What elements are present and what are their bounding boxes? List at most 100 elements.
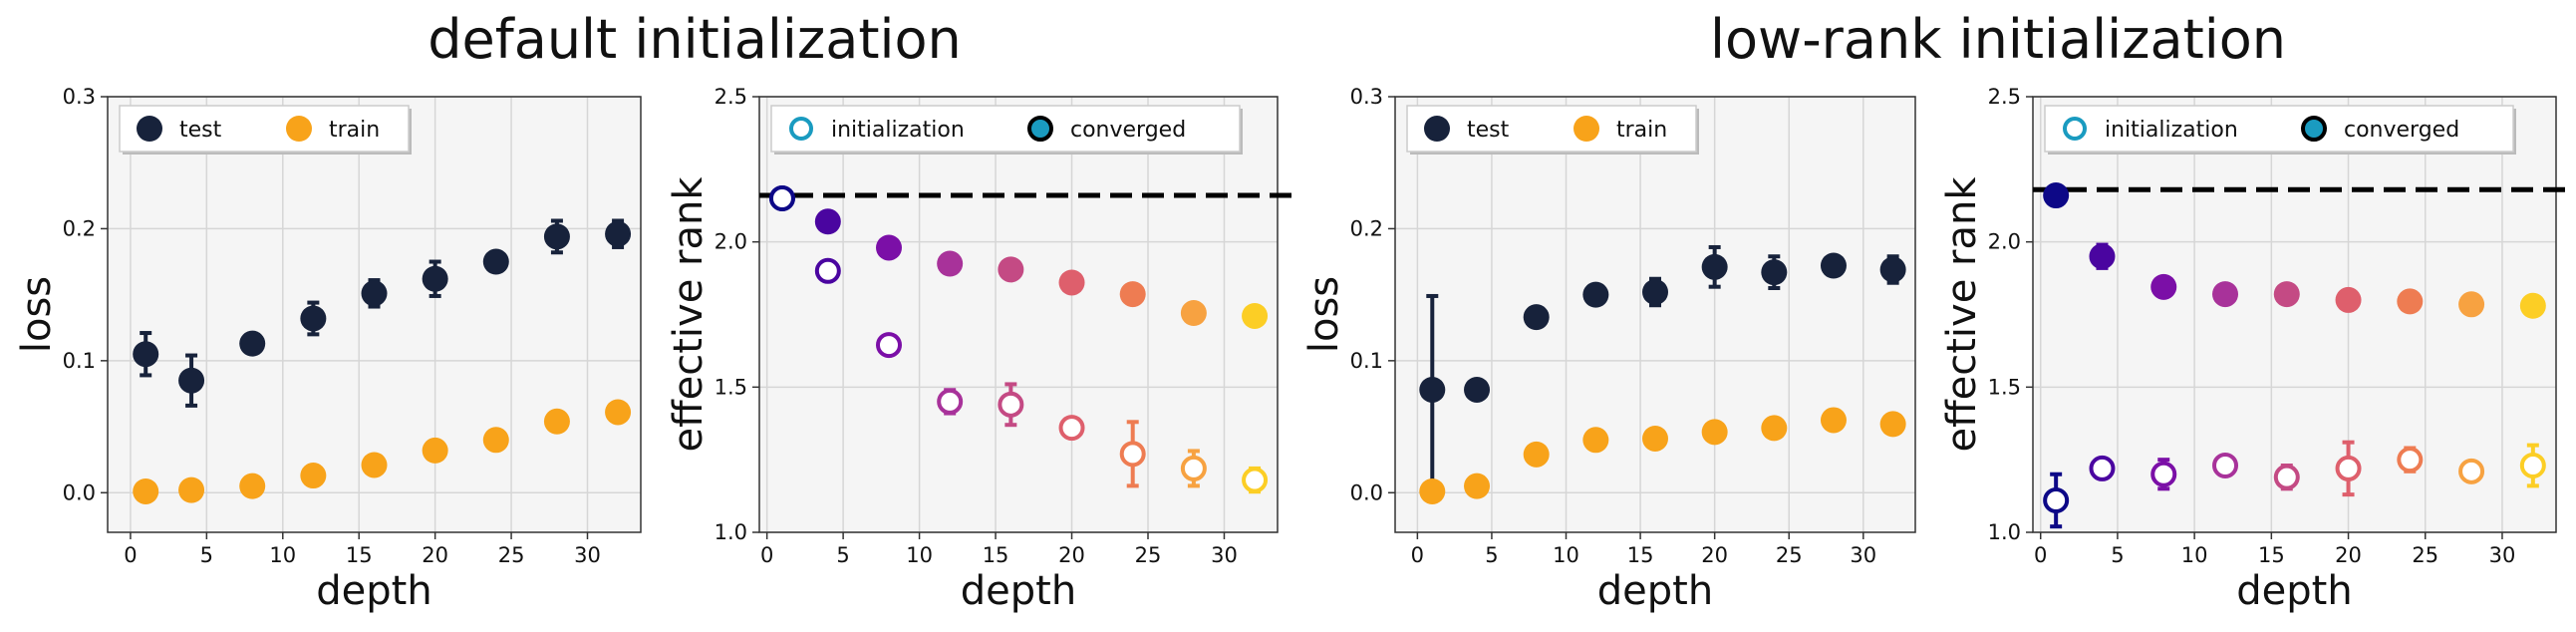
- initialization-point: [2212, 452, 2239, 478]
- legend-marker-initialization: [789, 117, 813, 141]
- test-point: [1464, 376, 1491, 403]
- legend-marker-train: [286, 116, 312, 142]
- y-axis-label: effective rank: [1939, 176, 1985, 453]
- y-tick-label: 0.2: [1350, 216, 1383, 240]
- converged-point: [937, 250, 964, 277]
- legend-box: [1406, 105, 1697, 153]
- initialization-point: [768, 184, 795, 211]
- converged-point: [2397, 288, 2424, 315]
- plot-area: [1395, 97, 1915, 532]
- x-tick-label: 25: [2412, 543, 2438, 567]
- x-tick-label: 30: [2489, 543, 2516, 567]
- initialization-point: [2150, 461, 2177, 487]
- x-tick-label: 5: [836, 543, 849, 567]
- x-tick-label: 5: [2111, 543, 2124, 567]
- test-point: [1582, 281, 1609, 308]
- x-axis-label: depth: [961, 568, 1076, 614]
- initialization-point: [2458, 458, 2485, 484]
- x-tick-label: 30: [1211, 543, 1238, 567]
- train-point: [422, 437, 448, 464]
- x-tick-label: 20: [1058, 543, 1085, 567]
- x-tick-label: 10: [1553, 543, 1579, 567]
- y-tick-label: 1.0: [1988, 520, 2021, 544]
- converged-point: [1180, 300, 1207, 327]
- initialization-point: [1058, 415, 1085, 442]
- y-tick-label: 1.0: [715, 520, 747, 544]
- x-tick-label: 0: [1411, 543, 1424, 567]
- y-tick-label: 1.5: [715, 375, 747, 399]
- converged-point: [876, 234, 902, 261]
- legend-marker-test: [137, 116, 162, 142]
- legend-marker-train: [1574, 116, 1599, 142]
- x-tick-label: 25: [1776, 543, 1803, 567]
- axes-frame: [758, 96, 1279, 533]
- y-tick-label: 0.1: [63, 349, 96, 373]
- x-axis-label: depth: [2236, 568, 2352, 614]
- converged-point: [2043, 182, 2070, 209]
- initialization-point: [2089, 455, 2116, 481]
- legend-marker-test: [1424, 116, 1450, 142]
- x-tick-label: 20: [422, 543, 448, 567]
- legend-label: initialization: [2105, 118, 2238, 143]
- legend-marker-converged: [1027, 116, 1053, 142]
- train-point: [1464, 473, 1491, 499]
- y-tick-label: 2.0: [715, 230, 747, 254]
- y-tick-label: 0.3: [63, 85, 96, 109]
- x-tick-label: 5: [200, 543, 213, 567]
- x-tick-label: 15: [346, 543, 373, 567]
- y-tick-label: 2.5: [715, 85, 747, 109]
- converged-point: [2335, 286, 2362, 313]
- x-tick-label: 0: [124, 543, 137, 567]
- train-point: [1419, 477, 1446, 504]
- x-tick-label: 10: [906, 543, 933, 567]
- initialization-point: [1242, 467, 1269, 493]
- test-point: [422, 265, 448, 292]
- x-tick-label: 0: [760, 543, 773, 567]
- y-tick-label: 2.5: [1988, 85, 2021, 109]
- legend-marker-initialization: [2063, 117, 2087, 141]
- axes-frame: [2032, 96, 2557, 533]
- initialization-point: [2335, 455, 2362, 481]
- converged-point: [1242, 302, 1269, 329]
- train-point: [300, 463, 327, 489]
- legend-label: converged: [2344, 118, 2459, 143]
- train-point: [239, 473, 266, 499]
- test-point: [1879, 256, 1906, 283]
- converged-point: [1058, 269, 1085, 296]
- train-point: [482, 427, 509, 454]
- initialization-point: [2397, 447, 2424, 474]
- converged-point: [2212, 281, 2239, 308]
- initialization-point: [876, 332, 902, 359]
- y-tick-label: 0.0: [1350, 480, 1383, 504]
- x-tick-label: 30: [574, 543, 601, 567]
- test-point: [361, 280, 388, 307]
- y-tick-label: 2.0: [1988, 230, 2021, 254]
- test-point: [482, 248, 509, 275]
- x-tick-label: 20: [2335, 543, 2362, 567]
- converged-point: [2458, 291, 2485, 318]
- initialization-point: [1119, 441, 1146, 468]
- y-tick-label: 0.1: [1350, 349, 1383, 373]
- panel-default-effective-rank: 0 5 10 15 20 25 30 1.0 1.5 2.0 2.5 depth effective r…: [666, 85, 1295, 614]
- train-point: [361, 452, 388, 478]
- train-point: [605, 399, 632, 426]
- x-tick-label: 5: [1485, 543, 1498, 567]
- test-point: [605, 220, 632, 247]
- test-point: [1642, 278, 1668, 305]
- x-tick-label: 25: [498, 543, 525, 567]
- converged-point: [2150, 273, 2177, 300]
- converged-point: [2089, 243, 2116, 270]
- test-point: [1761, 259, 1788, 286]
- test-point: [1820, 252, 1847, 279]
- test-point: [300, 305, 327, 332]
- converged-point: [2519, 292, 2546, 319]
- legend-label: converged: [1070, 118, 1186, 143]
- legend-label: test: [179, 118, 222, 143]
- initialization-point: [814, 257, 841, 284]
- initialization-point: [2273, 464, 2300, 490]
- initialization-point: [937, 388, 964, 415]
- x-tick-label: 15: [1627, 543, 1654, 567]
- y-tick-label: 0.2: [63, 216, 96, 240]
- y-axis-label: loss: [14, 276, 60, 353]
